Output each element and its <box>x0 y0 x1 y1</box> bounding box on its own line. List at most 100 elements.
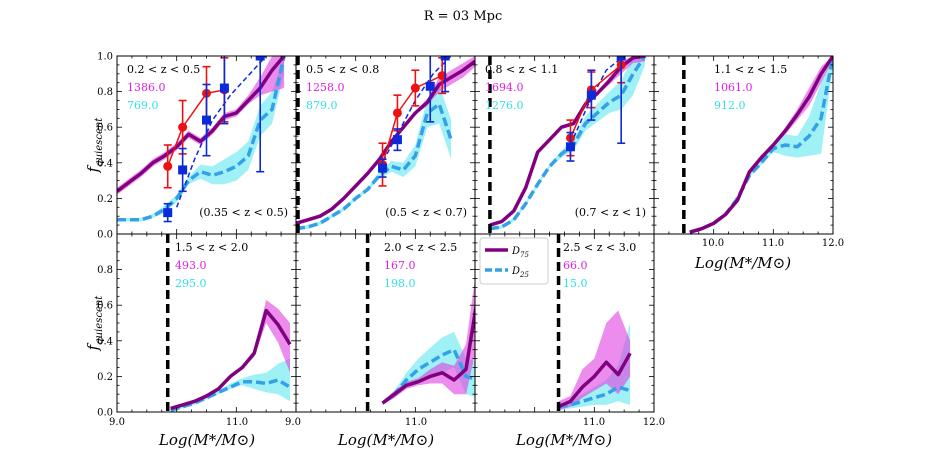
count-d25: 879.0 <box>306 99 338 112</box>
d75-line <box>557 352 632 409</box>
ytick-label: 0.4 <box>97 158 113 169</box>
panel-1: 0.2 < z < 0.5 1386.0 769.0 (0.35 < z < 0.5) <box>116 55 297 235</box>
count-d25: 198.0 <box>384 277 416 290</box>
ref-blue-point <box>586 90 596 100</box>
count-d75: 1386.0 <box>127 81 166 94</box>
y-tick-labels: 0.0 0.2 0.4 0.6 0.8 1.0 0.0 0.2 0.4 0.6 0.8 <box>97 52 113 419</box>
ref-red-point <box>178 122 188 132</box>
legend: D75 D25 <box>479 237 549 285</box>
legend-d25-label: D25 <box>511 266 529 279</box>
ytick-label: 0.0 <box>97 408 113 419</box>
xtick-label: 9.0 <box>109 417 125 428</box>
ytick-label: 0.6 <box>97 123 113 134</box>
d25-line <box>117 56 286 222</box>
panel-plot-area <box>682 56 833 234</box>
ref-blue-point <box>219 83 229 93</box>
panel-plot-area <box>117 56 286 223</box>
ref-red-line <box>166 89 225 167</box>
redshift-label: 0.2 < z < 0.5 <box>127 63 200 76</box>
d25-line <box>689 56 833 234</box>
d25-band <box>689 56 833 234</box>
panel-7: 2.5 < z < 3.0 66.0 15.0 <box>474 233 655 413</box>
d75-line <box>381 302 475 405</box>
ref-blue-point <box>565 142 575 152</box>
ref-blue-fit-line <box>175 56 267 208</box>
count-d75: 1694.0 <box>485 81 524 94</box>
panel-plot-area <box>296 56 475 234</box>
ref-blue-point <box>378 163 388 173</box>
d25-line <box>489 56 647 231</box>
figure-title: R = 03 Mpc <box>424 9 503 24</box>
d75-line <box>117 56 286 193</box>
panels-group: 0.2 < z < 0.5 1386.0 769.0 (0.35 < z < 0.5)… <box>116 55 834 413</box>
panel-6: 2.0 < z < 2.5 167.0 198.0 <box>295 233 476 413</box>
xtick-label: 11.0 <box>405 417 427 428</box>
ytick-label: 0.8 <box>97 265 113 276</box>
ytick-label: 0.8 <box>97 87 113 98</box>
panel-4: 1.1 < z < 1.5 1061.0 912.0 <box>653 55 834 235</box>
redshift-label: 0.5 < z < 0.8 <box>306 63 379 76</box>
panel-plot-area <box>556 234 632 412</box>
count-d25: 1276.0 <box>485 99 524 112</box>
panel-2: 0.5 < z < 0.8 1258.0 879.0 (0.5 < z < 0.7) <box>295 55 476 235</box>
d75-line <box>170 308 292 411</box>
panel-plot-area <box>165 234 292 412</box>
ref-red-point <box>163 161 173 171</box>
legend-frame <box>479 237 549 285</box>
ref-red-point <box>410 83 420 93</box>
count-d75: 1061.0 <box>714 81 753 94</box>
ytick-label: 0.4 <box>97 336 113 347</box>
d25-line <box>296 102 453 231</box>
redshift-label: 1.1 < z < 1.5 <box>714 63 787 76</box>
ref-blue-point <box>163 208 173 218</box>
reference-range-label: (0.7 < z < 1) <box>575 206 646 219</box>
d75-band <box>558 310 631 411</box>
count-d25: 15.0 <box>563 277 588 290</box>
xtick-label: 9.0 <box>285 417 301 428</box>
d75-band <box>689 56 833 234</box>
ytick-label: 0.2 <box>97 194 113 205</box>
panel-plot-area <box>365 234 475 412</box>
d75-line <box>689 56 833 234</box>
count-d75: 1258.0 <box>306 81 345 94</box>
x-axis-label-3: Log(M*/M⊙) <box>515 431 612 449</box>
count-d25: 912.0 <box>714 99 746 112</box>
count-d75: 493.0 <box>175 259 207 272</box>
panel-plot-area <box>488 56 647 234</box>
ref-red-point <box>392 108 402 118</box>
ref-blue-point <box>202 115 211 125</box>
ytick-label: 0.6 <box>97 301 113 312</box>
d75-band <box>382 278 475 405</box>
redshift-label: 2.0 < z < 2.5 <box>384 241 457 254</box>
redshift-label: 1.5 < z < 2.0 <box>175 241 248 254</box>
ytick-label: 1.0 <box>97 52 113 63</box>
ref-blue-point <box>392 135 402 145</box>
x-axis-label-4: Log(M*/M⊙) <box>694 254 791 272</box>
xtick-label: 11.0 <box>226 417 248 428</box>
redshift-label: 2.5 < z < 3.0 <box>563 241 636 254</box>
x-tick-labels: 9.0 11.0 9.0 11.0 11.0 12.0 10.0 11.0 12… <box>109 238 844 428</box>
d25-band <box>170 358 290 412</box>
legend-d75-label: D75 <box>511 246 529 259</box>
ref-blue-point <box>616 56 626 61</box>
ref-blue-point <box>178 165 188 175</box>
panel-3: 0.8 < z < 1.1 1694.0 1276.0 (0.7 < z < 1) <box>474 55 655 235</box>
xtick-label: 10.0 <box>702 238 724 249</box>
y-axis-label-top: fquiescent <box>84 117 105 174</box>
d25-band <box>489 56 645 231</box>
count-d25: 769.0 <box>127 99 159 112</box>
redshift-label: 0.8 < z < 1.1 <box>485 63 558 76</box>
count-d75: 167.0 <box>384 259 416 272</box>
ref-blue-point <box>255 56 265 61</box>
ytick-label: 0.2 <box>97 372 113 383</box>
x-axis-label-2: Log(M*/M⊙) <box>337 431 434 449</box>
ytick-label: 0.0 <box>97 230 113 241</box>
count-d75: 66.0 <box>563 259 588 272</box>
y-axis-label-bottom: fquiescent <box>84 295 105 352</box>
panel-5: 1.5 < z < 2.0 493.0 295.0 <box>116 233 297 413</box>
xtick-label: 12.0 <box>822 238 844 249</box>
x-axis-label-1: Log(M*/M⊙) <box>158 431 255 449</box>
xtick-label: 11.0 <box>583 417 605 428</box>
xtick-label: 12.0 <box>643 417 665 428</box>
reference-range-label: (0.35 < z < 0.5) <box>199 206 288 219</box>
